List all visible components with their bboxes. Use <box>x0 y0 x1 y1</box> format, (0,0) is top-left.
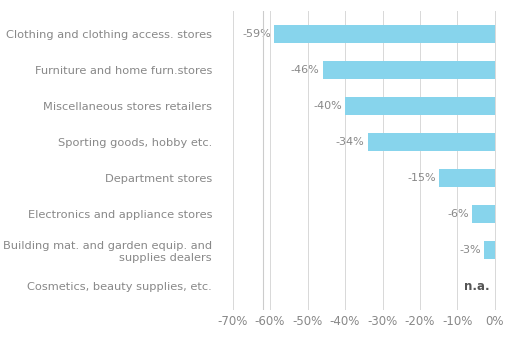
Bar <box>472 205 495 223</box>
Bar <box>345 97 495 115</box>
Text: -15%: -15% <box>407 173 436 183</box>
Bar <box>323 61 495 79</box>
Text: -34%: -34% <box>336 137 365 147</box>
Text: -6%: -6% <box>448 209 469 219</box>
Text: -46%: -46% <box>291 65 320 75</box>
Bar <box>439 169 495 187</box>
Bar <box>274 25 495 43</box>
Bar <box>367 133 495 151</box>
Text: -40%: -40% <box>313 101 342 111</box>
Text: -3%: -3% <box>459 245 481 255</box>
Text: n.a.: n.a. <box>464 280 490 293</box>
Bar <box>484 241 495 259</box>
Text: -59%: -59% <box>242 29 271 39</box>
